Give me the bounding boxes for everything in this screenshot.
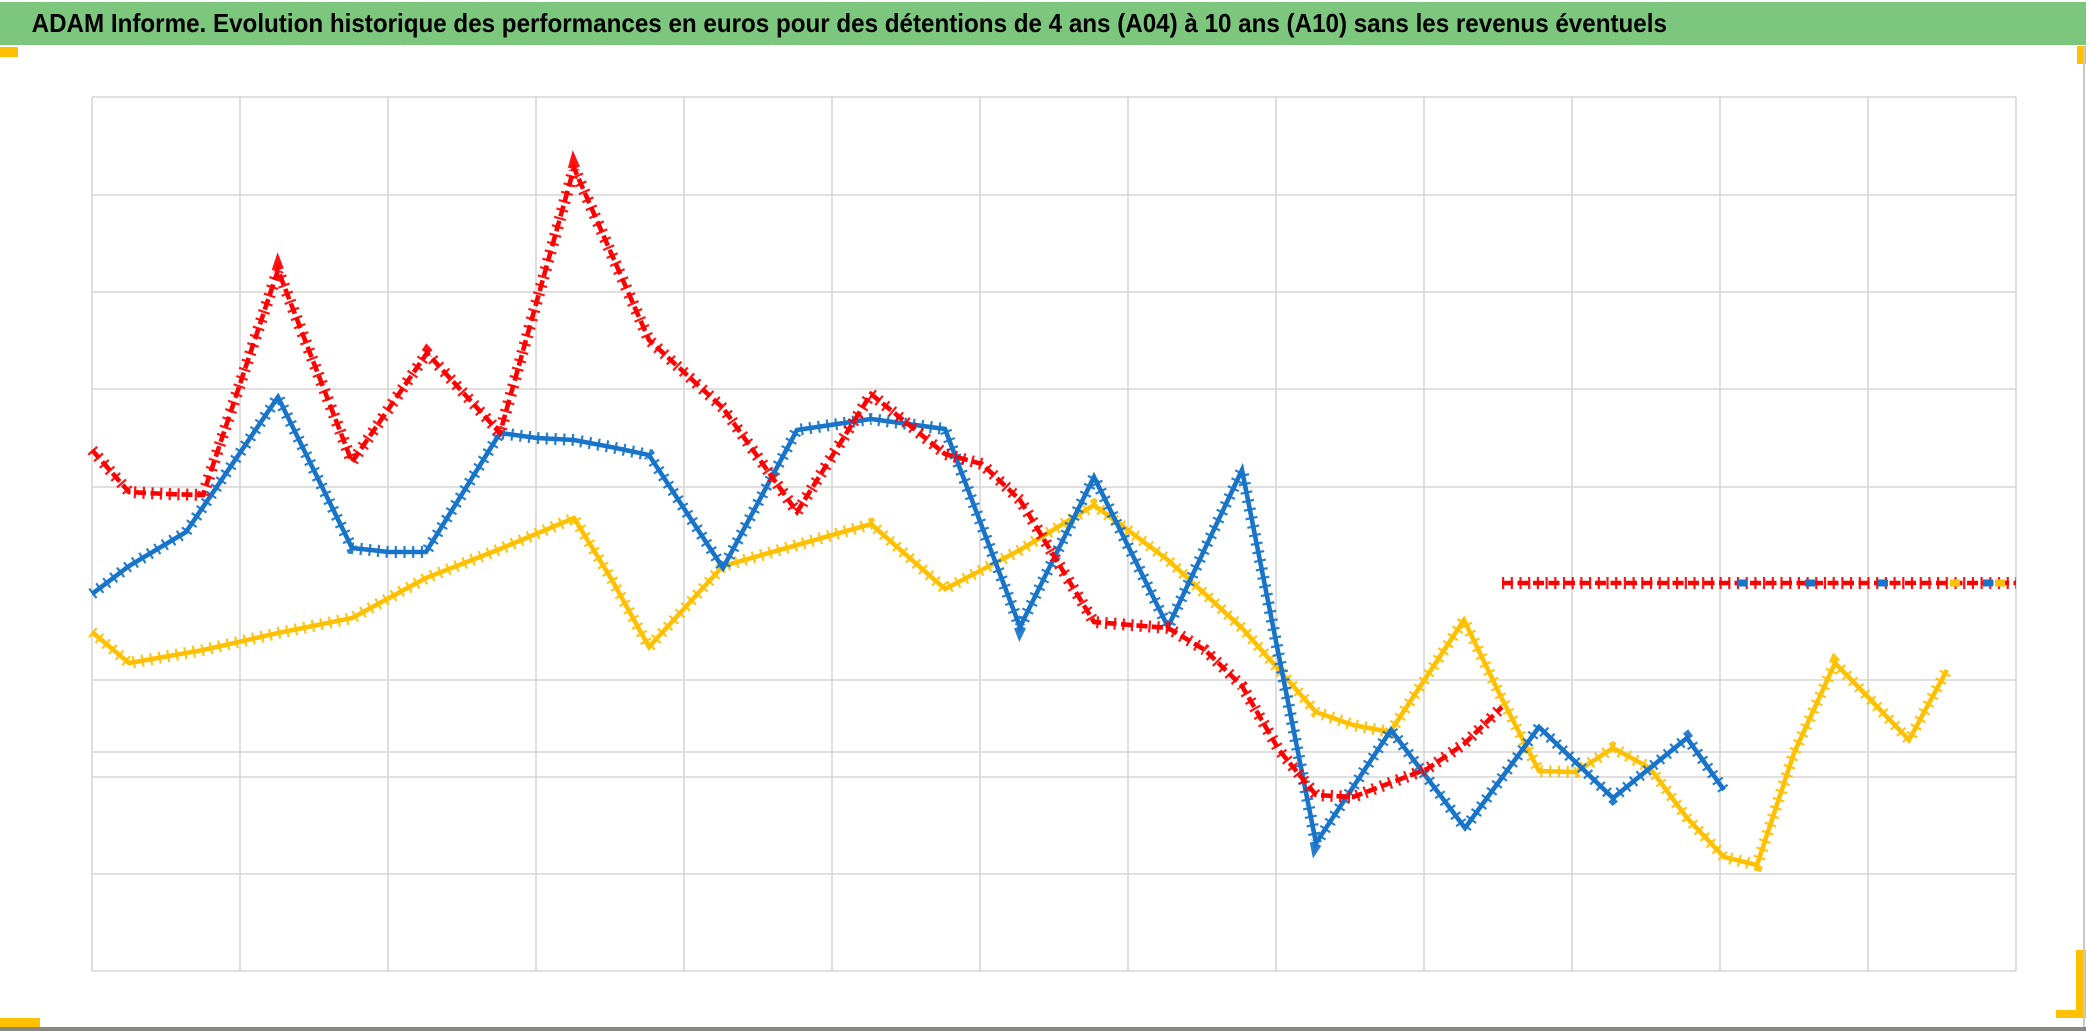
chart-area[interactable] xyxy=(0,46,2086,1027)
chart-title: ADAM Informe. Evolution historique des p… xyxy=(31,8,1667,38)
gridlines xyxy=(91,96,2017,972)
red-dashed-line xyxy=(87,150,1507,804)
selection-corner-top-left xyxy=(0,47,18,57)
blue-line xyxy=(88,385,1729,859)
window-bottom-edge xyxy=(0,1027,2086,1031)
selection-corner-top-right xyxy=(2077,46,2086,64)
sheet-right-edge xyxy=(2083,46,2085,1027)
selection-corner-bottom-right-foot xyxy=(2056,1010,2086,1018)
performance-chart[interactable] xyxy=(0,46,2086,1027)
chart-title-bar: ADAM Informe. Evolution historique des p… xyxy=(0,2,2086,45)
selection-corner-bottom-right xyxy=(2076,950,2086,1016)
yellow-line xyxy=(88,497,1953,873)
selection-corner-bottom-left xyxy=(0,1018,40,1028)
